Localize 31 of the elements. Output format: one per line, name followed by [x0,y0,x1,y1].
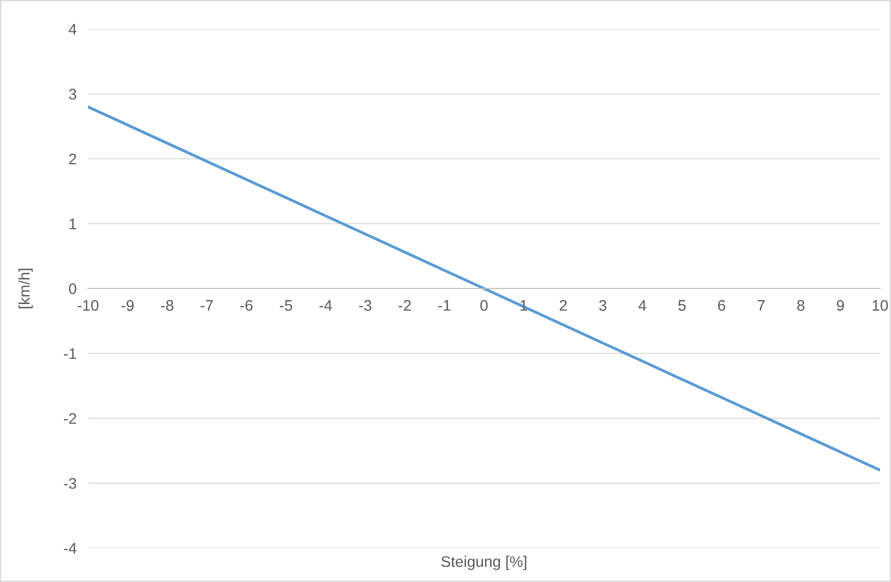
y-tick-label: -4 [64,543,76,554]
x-tick-label: -6 [240,300,253,311]
x-tick-label: 9 [836,300,844,311]
x-tick-label: 8 [797,300,804,311]
x-tick-label: 6 [718,300,726,311]
y-tick-label: -1 [64,348,76,359]
x-tick-label: -4 [319,300,332,311]
y-axis-title: [km/h] [18,268,33,308]
y-tick-label: 3 [68,88,76,100]
x-tick-label: -10 [78,300,98,311]
y-tick-label: 2 [69,154,76,164]
y-tick-label: 0 [68,283,76,294]
x-tick-label: -1 [438,300,450,311]
x-tick-label: 7 [758,300,765,311]
x-tick-label: -8 [161,300,174,311]
x-tick-label: -9 [121,300,134,311]
x-tick-label: 5 [678,300,686,311]
y-tick-label: -3 [64,478,76,489]
x-axis-title: Steigung [%] [441,556,526,570]
x-tick-label: 0 [480,300,488,311]
y-tick-label: 4 [68,24,76,35]
x-tick-label: -3 [359,300,372,311]
x-tick-label: -2 [398,300,411,311]
x-tick-label: 10 [872,300,888,311]
y-tick-label: 1 [70,218,76,230]
x-tick-label: -5 [280,300,292,311]
x-tick-label: -7 [200,300,213,311]
x-tick-label: 4 [638,300,646,311]
x-tick-label: 2 [560,300,567,311]
x-tick-label: 3 [599,300,606,311]
y-tick-label: -2 [64,413,76,424]
